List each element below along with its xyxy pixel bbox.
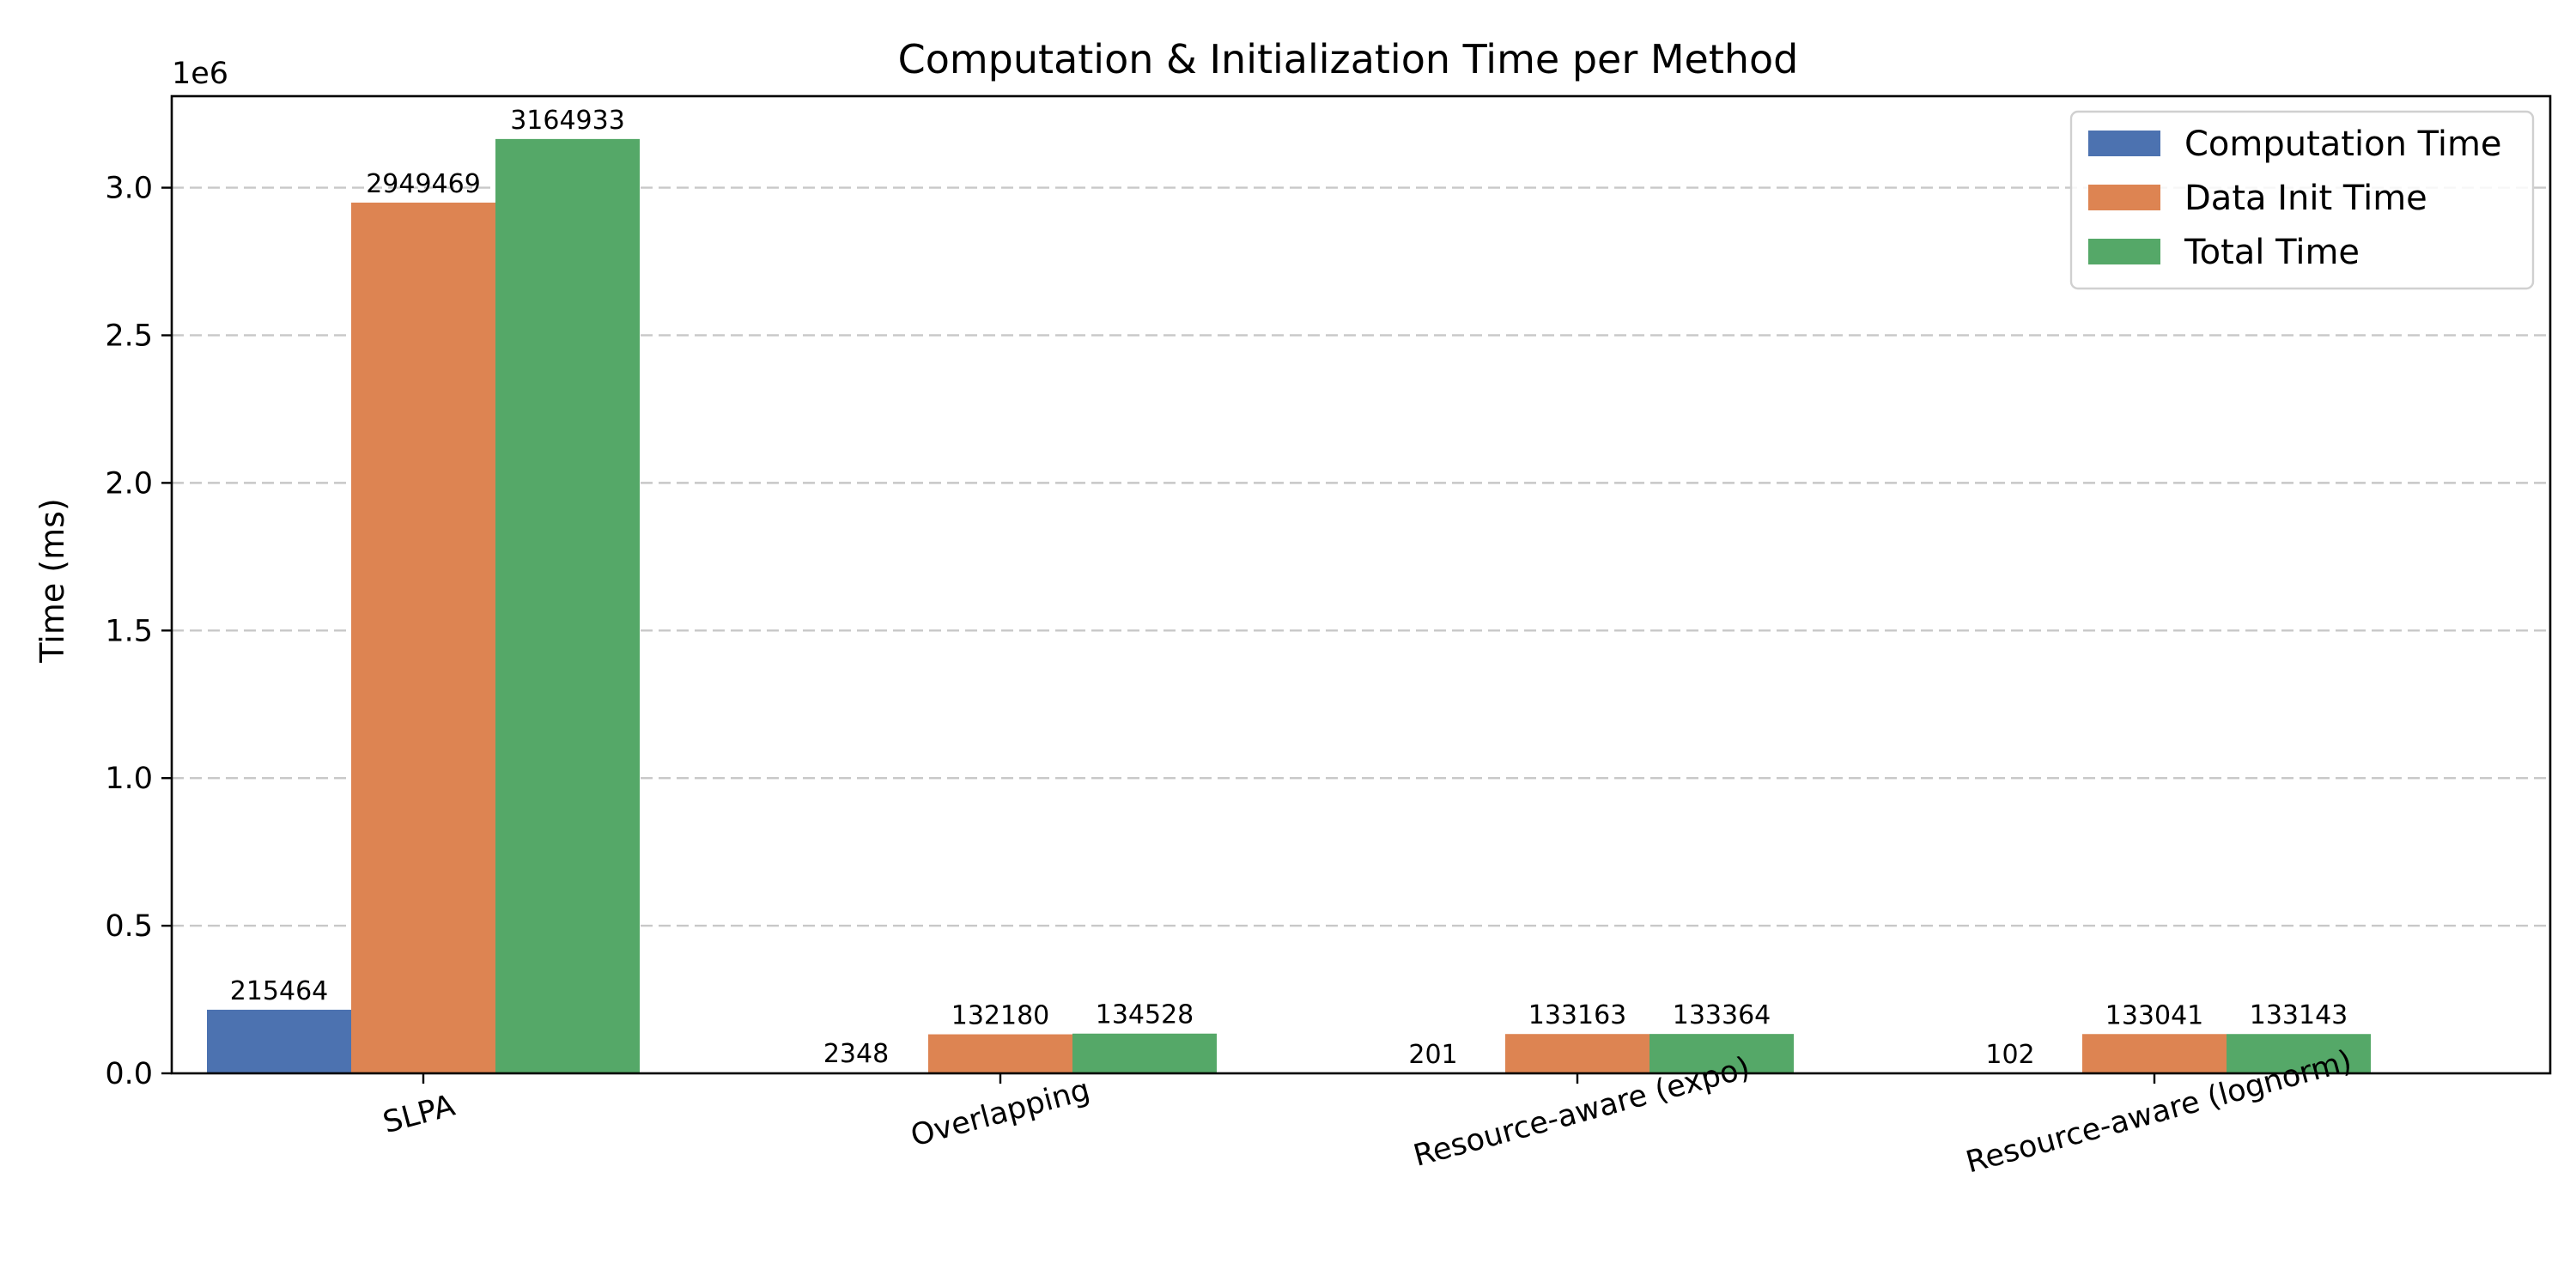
- x-tick-label: SLPA: [380, 1089, 459, 1141]
- bars: [207, 138, 2371, 1074]
- bar-value-label: 2348: [823, 1039, 889, 1069]
- y-tick-label: 3.0: [105, 172, 153, 206]
- bar-value-label: 215464: [230, 976, 329, 1006]
- legend: Computation Time Data Init Time Total Time: [2069, 110, 2535, 290]
- bar-value-label: 133041: [2105, 1000, 2204, 1030]
- bar-value-label: 102: [1985, 1040, 2034, 1070]
- y-tick-label: 1.5: [105, 614, 153, 648]
- y-tick-label: 0.5: [105, 909, 153, 944]
- bar: [1505, 1034, 1649, 1073]
- y-tick-label: 1.0: [105, 762, 153, 796]
- bar: [1649, 1034, 1794, 1073]
- bar-value-label: 132180: [951, 1001, 1050, 1031]
- legend-swatch: [2088, 131, 2160, 156]
- legend-box: [2069, 110, 2535, 290]
- bar: [1072, 1033, 1217, 1073]
- bar: [207, 1009, 351, 1073]
- legend-item-label: Computation Time: [2184, 125, 2502, 164]
- bar: [2227, 1034, 2371, 1073]
- bar: [2082, 1034, 2227, 1073]
- legend-swatch: [2088, 239, 2160, 264]
- bar-value-label: 134528: [1096, 1000, 1194, 1030]
- x-tick-label: Overlapping: [908, 1073, 1094, 1154]
- bar-value-label: 201: [1408, 1040, 1457, 1070]
- y-tick-label: 0.0: [105, 1057, 153, 1091]
- plot-frame: [170, 94, 2552, 1075]
- legend-item-label: Total Time: [2184, 233, 2360, 272]
- legend-item-label: Data Init Time: [2184, 179, 2427, 218]
- legend-swatch: [2088, 185, 2160, 210]
- y-axis: 0.0 0.5 1.0 1.5 2.0 2.5 3.0: [105, 172, 172, 1091]
- y-tick-label: 2.0: [105, 466, 153, 501]
- bar-value-label: 133143: [2250, 1000, 2348, 1030]
- bar: [928, 1034, 1072, 1073]
- chart-title: Computation & Initialization Time per Me…: [898, 36, 1799, 82]
- bar: [495, 138, 640, 1073]
- bar-value-label: 133163: [1528, 1000, 1627, 1030]
- bar-value-label: 3164933: [510, 106, 625, 136]
- x-axis: SLPA Overlapping Resource-aware (expo) Reso…: [380, 1044, 2355, 1180]
- bar-value-label: 2949469: [366, 169, 481, 199]
- data-labels: 215464 2949469 3164933 2348 132180 134528 201 1…: [230, 106, 2348, 1070]
- y-axis-scale-label: 1e6: [172, 57, 228, 91]
- bar: [351, 202, 495, 1074]
- y-tick-label: 2.5: [105, 319, 153, 353]
- bar-value-label: 133364: [1673, 1000, 1771, 1030]
- y-axis-title: Time (ms): [33, 498, 71, 664]
